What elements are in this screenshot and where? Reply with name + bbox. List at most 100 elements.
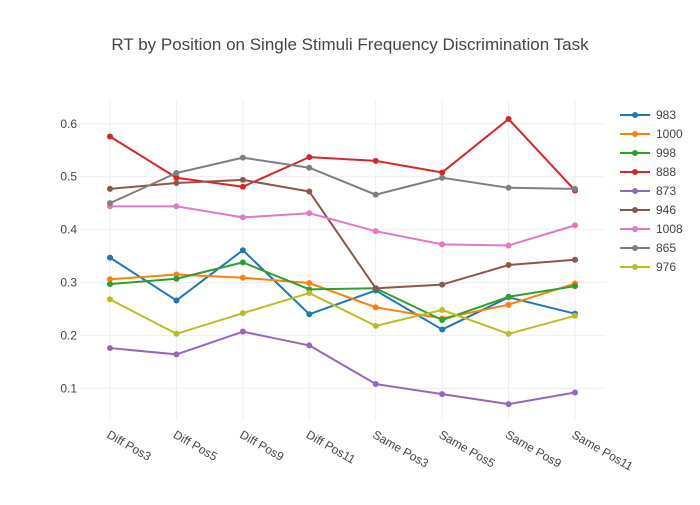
data-point[interactable] — [239, 310, 246, 317]
legend-label: 983 — [656, 108, 676, 122]
series-873[interactable] — [107, 328, 578, 408]
legend-label: 873 — [656, 184, 676, 198]
legend-swatch-marker — [632, 264, 638, 270]
data-point[interactable] — [173, 275, 180, 282]
y-tick-label: 0.6 — [60, 117, 77, 131]
data-point[interactable] — [239, 274, 246, 281]
data-point[interactable] — [306, 154, 313, 161]
plot-area — [107, 116, 578, 408]
data-point[interactable] — [439, 241, 446, 248]
data-point[interactable] — [173, 297, 180, 304]
legend-swatch-marker — [632, 112, 638, 118]
data-point[interactable] — [306, 342, 313, 349]
data-point[interactable] — [572, 256, 578, 263]
legend-item-1000[interactable]: 1000 — [620, 127, 683, 141]
legend-label: 1000 — [656, 127, 683, 141]
data-point[interactable] — [439, 306, 446, 313]
data-point[interactable] — [306, 188, 313, 195]
x-tick-label: Same Pos5 — [437, 427, 498, 470]
data-point[interactable] — [372, 285, 379, 292]
data-point[interactable] — [372, 157, 379, 164]
data-point[interactable] — [239, 259, 246, 266]
data-point[interactable] — [372, 304, 379, 311]
series-888[interactable] — [107, 116, 578, 194]
legend-item-888[interactable]: 888 — [620, 165, 676, 179]
legend-item-998[interactable]: 998 — [620, 146, 676, 160]
data-point[interactable] — [107, 133, 113, 140]
data-point[interactable] — [505, 293, 512, 300]
data-point[interactable] — [306, 164, 313, 171]
series-line — [110, 205, 576, 247]
data-point[interactable] — [239, 328, 246, 335]
data-point[interactable] — [107, 276, 113, 283]
data-point[interactable] — [107, 296, 113, 303]
chart-title: RT by Position on Single Stimuli Frequen… — [111, 35, 589, 54]
data-point[interactable] — [239, 214, 246, 221]
data-point[interactable] — [505, 116, 512, 123]
data-point[interactable] — [173, 271, 180, 278]
series-998[interactable] — [107, 259, 578, 324]
series-line — [109, 118, 576, 192]
data-point[interactable] — [372, 322, 379, 329]
data-point[interactable] — [572, 185, 578, 192]
x-tick-label: Same Pos9 — [503, 427, 564, 470]
data-point[interactable] — [505, 242, 512, 249]
legend-item-1008[interactable]: 1008 — [620, 222, 683, 236]
data-point[interactable] — [372, 228, 379, 235]
legend-label: 865 — [656, 241, 676, 255]
data-point[interactable] — [239, 154, 246, 161]
series-line — [109, 292, 576, 335]
data-point[interactable] — [439, 391, 446, 398]
data-point[interactable] — [239, 247, 246, 254]
data-point[interactable] — [572, 283, 578, 290]
data-point[interactable] — [505, 262, 512, 269]
data-point[interactable] — [505, 301, 512, 308]
data-point[interactable] — [306, 311, 313, 318]
data-point[interactable] — [572, 312, 578, 319]
data-point[interactable] — [107, 185, 113, 192]
data-point[interactable] — [505, 401, 512, 408]
series-976[interactable] — [107, 290, 578, 337]
y-tick-label: 0.5 — [60, 170, 77, 184]
data-point[interactable] — [372, 381, 379, 388]
data-point[interactable] — [173, 203, 180, 210]
series-865[interactable] — [107, 154, 578, 207]
data-point[interactable] — [439, 169, 446, 176]
data-point[interactable] — [107, 254, 113, 261]
data-point[interactable] — [173, 169, 180, 176]
data-point[interactable] — [439, 326, 446, 333]
data-point[interactable] — [306, 210, 313, 217]
data-point[interactable] — [372, 191, 379, 198]
series-983[interactable] — [107, 247, 578, 333]
data-point[interactable] — [239, 176, 246, 183]
data-point[interactable] — [107, 281, 113, 288]
y-tick-label: 0.1 — [60, 381, 77, 395]
data-point[interactable] — [439, 317, 446, 324]
legend-swatch-marker — [632, 131, 638, 137]
data-point[interactable] — [439, 174, 446, 181]
data-point[interactable] — [439, 281, 446, 288]
data-point[interactable] — [107, 345, 113, 352]
legend[interactable]: 983 1000 998 888 873 946 1008 865 976 — [620, 108, 683, 274]
legend-item-873[interactable]: 873 — [620, 184, 676, 198]
data-point[interactable] — [107, 200, 113, 207]
series-1008[interactable] — [107, 203, 578, 249]
data-point[interactable] — [173, 351, 180, 358]
data-point[interactable] — [306, 290, 313, 297]
series-946[interactable] — [107, 176, 578, 292]
data-point[interactable] — [173, 180, 180, 187]
data-point[interactable] — [306, 280, 313, 287]
data-point[interactable] — [505, 184, 512, 191]
legend-item-983[interactable]: 983 — [620, 108, 676, 122]
data-point[interactable] — [572, 389, 578, 396]
data-point[interactable] — [239, 183, 246, 190]
data-point[interactable] — [173, 174, 180, 181]
legend-item-865[interactable]: 865 — [620, 241, 676, 255]
legend-item-946[interactable]: 946 — [620, 203, 676, 217]
data-point[interactable] — [173, 330, 180, 337]
data-point[interactable] — [572, 222, 578, 229]
series-line — [109, 261, 576, 322]
data-point[interactable] — [505, 330, 512, 337]
legend-item-976[interactable]: 976 — [620, 260, 676, 274]
